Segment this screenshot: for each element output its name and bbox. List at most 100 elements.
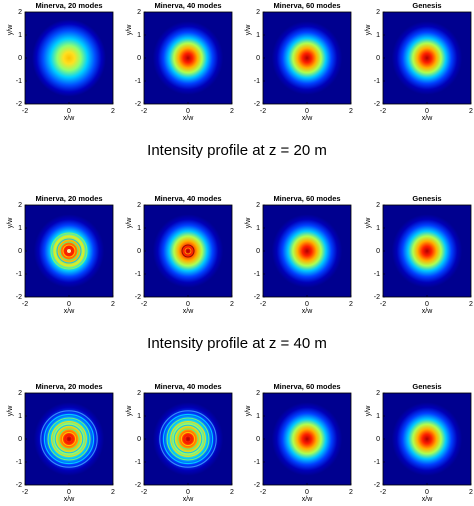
x-axis-label: x/w bbox=[183, 496, 194, 503]
row-caption: Intensity profile at z = 20 m bbox=[147, 142, 327, 159]
y-tick-label: 1 bbox=[18, 413, 22, 420]
y-tick-label: 1 bbox=[137, 413, 141, 420]
x-tick-label: -2 bbox=[380, 108, 386, 115]
panel-title: Minerva, 40 modes bbox=[154, 382, 221, 391]
y-tick-label: 1 bbox=[376, 225, 380, 232]
x-tick-label: -2 bbox=[380, 301, 386, 308]
y-axis-label: y/w bbox=[126, 405, 133, 416]
intensity-ring bbox=[180, 431, 196, 447]
x-tick-label: -2 bbox=[141, 301, 147, 308]
heatmap bbox=[144, 12, 232, 104]
y-tick-label: 0 bbox=[376, 248, 380, 255]
y-tick-label: 0 bbox=[18, 55, 22, 62]
heatmap bbox=[383, 205, 471, 297]
x-tick-label: 0 bbox=[186, 108, 190, 115]
intensity-ring bbox=[40, 410, 98, 468]
row-caption: Intensity profile at z = 40 m bbox=[147, 335, 327, 352]
y-tick-label: -1 bbox=[374, 78, 380, 85]
intensity-ring bbox=[58, 428, 80, 450]
y-tick-label: -1 bbox=[254, 78, 260, 85]
intensity-ring bbox=[184, 247, 192, 255]
y-tick-label: 2 bbox=[256, 202, 260, 209]
y-tick-label: 2 bbox=[137, 9, 141, 16]
y-tick-label: 1 bbox=[256, 32, 260, 39]
y-tick-label: 0 bbox=[137, 248, 141, 255]
x-axis-label: x/w bbox=[183, 115, 194, 122]
intensity-ring bbox=[61, 431, 77, 447]
y-tick-label: 2 bbox=[18, 202, 22, 209]
panel-title: Genesis bbox=[412, 382, 441, 391]
y-tick-label: -1 bbox=[16, 78, 22, 85]
x-tick-label: -2 bbox=[260, 108, 266, 115]
y-axis-label: y/w bbox=[365, 24, 372, 35]
y-tick-label: -2 bbox=[135, 482, 141, 489]
y-tick-label: 2 bbox=[376, 390, 380, 397]
intensity-ring bbox=[173, 424, 203, 454]
intensity-ring bbox=[59, 241, 79, 261]
x-tick-label: -2 bbox=[260, 489, 266, 496]
panel-title: Minerva, 20 modes bbox=[35, 194, 102, 203]
y-tick-label: 2 bbox=[376, 9, 380, 16]
y-tick-label: 2 bbox=[18, 9, 22, 16]
intensity-ring bbox=[50, 232, 88, 270]
y-tick-label: -1 bbox=[374, 271, 380, 278]
heatmap bbox=[263, 205, 351, 297]
x-tick-label: 2 bbox=[469, 301, 473, 308]
x-tick-label: -2 bbox=[260, 301, 266, 308]
y-tick-label: 0 bbox=[137, 55, 141, 62]
y-tick-label: 1 bbox=[18, 225, 22, 232]
x-tick-label: 0 bbox=[305, 489, 309, 496]
y-axis-label: y/w bbox=[7, 24, 14, 35]
x-tick-label: 0 bbox=[67, 301, 71, 308]
x-axis-label: x/w bbox=[64, 496, 75, 503]
y-tick-label: 1 bbox=[256, 225, 260, 232]
y-tick-label: -2 bbox=[254, 101, 260, 108]
x-tick-label: 2 bbox=[349, 489, 353, 496]
y-axis-label: y/w bbox=[7, 405, 14, 416]
x-tick-label: 2 bbox=[111, 489, 115, 496]
x-tick-label: -2 bbox=[141, 108, 147, 115]
intensity-ring bbox=[65, 435, 73, 443]
y-tick-label: 1 bbox=[376, 32, 380, 39]
y-tick-label: -2 bbox=[16, 101, 22, 108]
intensity-ring bbox=[62, 244, 76, 258]
y-axis-label: y/w bbox=[126, 24, 133, 35]
x-tick-label: 0 bbox=[186, 489, 190, 496]
y-tick-label: -2 bbox=[135, 101, 141, 108]
x-tick-label: 2 bbox=[230, 301, 234, 308]
y-tick-label: 2 bbox=[137, 202, 141, 209]
intensity-ring bbox=[177, 428, 199, 450]
y-tick-label: -1 bbox=[374, 459, 380, 466]
x-tick-label: -2 bbox=[22, 108, 28, 115]
y-tick-label: -2 bbox=[374, 294, 380, 301]
y-tick-label: 1 bbox=[137, 225, 141, 232]
y-tick-label: 2 bbox=[256, 9, 260, 16]
heatmap bbox=[144, 393, 232, 485]
y-tick-label: -2 bbox=[254, 482, 260, 489]
intensity-ring bbox=[181, 244, 195, 258]
x-axis-label: x/w bbox=[422, 496, 433, 503]
x-axis-label: x/w bbox=[302, 115, 313, 122]
x-tick-label: 0 bbox=[67, 108, 71, 115]
y-tick-label: 0 bbox=[137, 436, 141, 443]
intensity-ring bbox=[43, 413, 95, 465]
intensity-ring bbox=[53, 235, 85, 267]
y-tick-label: -2 bbox=[16, 482, 22, 489]
panel-title: Minerva, 40 modes bbox=[154, 194, 221, 203]
x-tick-label: 2 bbox=[230, 489, 234, 496]
intensity-ring bbox=[170, 421, 206, 457]
y-axis-label: y/w bbox=[365, 405, 372, 416]
intensity-ring bbox=[54, 424, 84, 454]
x-tick-label: 0 bbox=[305, 108, 309, 115]
y-tick-label: 0 bbox=[18, 248, 22, 255]
heatmap bbox=[383, 393, 471, 485]
y-tick-label: 0 bbox=[376, 436, 380, 443]
heatmap bbox=[263, 12, 351, 104]
x-axis-label: x/w bbox=[422, 308, 433, 315]
x-tick-label: 2 bbox=[230, 108, 234, 115]
x-axis-label: x/w bbox=[64, 115, 75, 122]
y-tick-label: 1 bbox=[137, 32, 141, 39]
y-tick-label: 1 bbox=[256, 413, 260, 420]
x-axis-label: x/w bbox=[422, 115, 433, 122]
x-tick-label: -2 bbox=[141, 489, 147, 496]
